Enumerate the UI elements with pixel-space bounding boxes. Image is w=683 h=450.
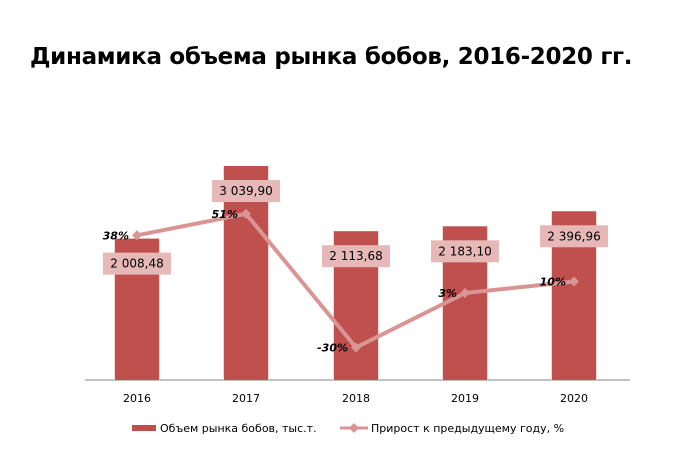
line-data-label: 3%	[438, 287, 457, 300]
data-label-box	[103, 252, 171, 275]
bar-data-label: 3 039,90	[219, 184, 272, 198]
line-marker	[241, 208, 251, 219]
data-label-box	[212, 180, 280, 203]
data-label-box	[322, 245, 390, 268]
x-tick-label: 2020	[560, 392, 588, 405]
line-marker	[569, 276, 579, 287]
bar-data-label: 2 113,68	[329, 249, 382, 263]
legend-label-line: Прирост к предыдущему году, %	[371, 422, 564, 435]
line-data-label: -30%	[317, 342, 348, 355]
data-label-box	[431, 240, 499, 263]
bar-data-label: 2 183,10	[438, 244, 491, 258]
line-marker	[132, 230, 142, 241]
x-tick-label: 2016	[123, 392, 151, 405]
line-data-label: 51%	[212, 208, 238, 221]
chart-title: Динамика объема рынка бобов, 2016-2020 г…	[30, 44, 633, 70]
line-data-label: 38%	[103, 229, 129, 242]
legend-label-bar: Объем рынка бобов, тыс.т.	[160, 422, 317, 435]
data-label-box	[540, 225, 608, 248]
bar-data-label: 2 396,96	[547, 229, 600, 243]
bar-data-label: 2 008,48	[110, 257, 163, 271]
line-marker	[460, 288, 470, 299]
legend-swatch-bar	[132, 425, 156, 431]
line-data-label: 10%	[540, 276, 566, 289]
line-marker	[351, 342, 361, 353]
x-tick-label: 2019	[451, 392, 479, 405]
legend-marker-line	[349, 423, 359, 433]
x-tick-label: 2018	[342, 392, 370, 405]
x-tick-label: 2017	[232, 392, 260, 405]
